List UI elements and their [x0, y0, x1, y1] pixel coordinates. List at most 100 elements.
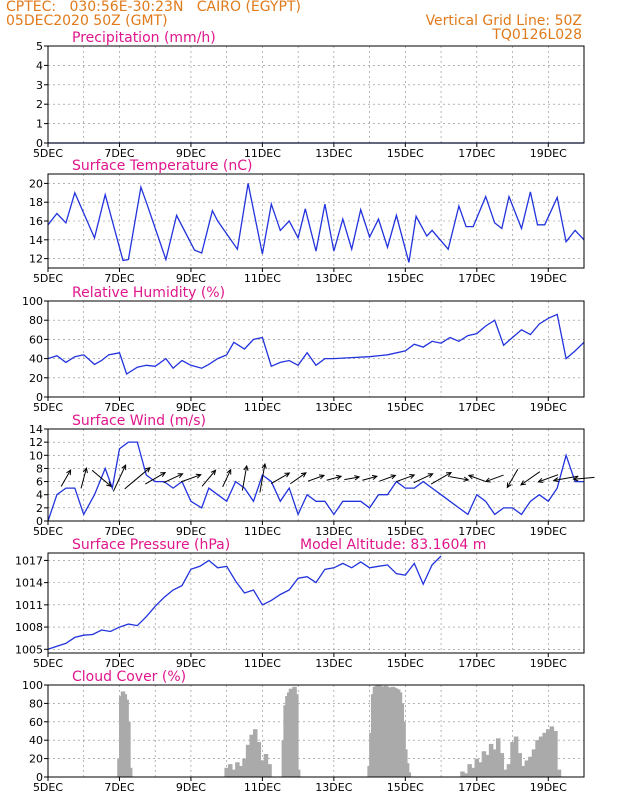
x-tick-label: 5DEC — [33, 272, 63, 285]
y-tick-label: 10 — [29, 449, 43, 462]
cloud-cover-bar — [495, 738, 501, 777]
y-tick-label: 4 — [36, 59, 43, 72]
x-tick-label: 5DEC — [33, 781, 63, 794]
wind-arrow-shaft — [553, 475, 579, 481]
panel-2: 0 20 40 60 80 100 5DEC 7DEC 9DEC 11DEC 13DEC 15DEC 1… — [22, 285, 585, 414]
wind-arrow-head — [66, 469, 72, 476]
wind-arrow — [413, 473, 434, 484]
cloud-cover-bar — [470, 767, 476, 777]
cloud-cover-bar — [263, 754, 269, 777]
x-tick-label: 17DEC — [458, 272, 495, 285]
wind-arrow-shaft — [91, 469, 112, 487]
header-location: CPTEC: 030:56E-30:23N CAIRO (EGYPT) — [6, 0, 301, 15]
wind-arrow-head — [446, 471, 453, 477]
x-tick-label: 17DEC — [458, 401, 495, 414]
wind-arrow-shaft — [80, 468, 87, 489]
x-tick-label: 7DEC — [104, 781, 134, 794]
y-tick-label: 100 — [22, 679, 43, 692]
wind-arrow-shaft — [449, 476, 469, 481]
y-tick-label: 2 — [36, 98, 43, 111]
wind-arrow-head — [226, 468, 232, 475]
x-tick-label: 19DEC — [530, 657, 567, 670]
wind-arrow-head — [506, 482, 512, 489]
wind-arrow-head — [371, 474, 378, 480]
panel-title: Precipitation (mm/h) — [72, 30, 216, 46]
wind-arrow-shaft — [60, 469, 72, 487]
x-tick-label: 19DEC — [530, 272, 567, 285]
x-tick-label: 9DEC — [176, 272, 206, 285]
wind-arrow-shaft — [430, 472, 452, 485]
y-tick-label: 1008 — [15, 621, 43, 634]
cloud-cover-bar — [245, 744, 251, 777]
cloud-cover-bar — [538, 736, 544, 777]
y-tick-label: 0 — [36, 515, 43, 528]
x-tick-label: 15DEC — [387, 272, 424, 285]
y-tick-label: 3 — [36, 79, 43, 92]
cloud-cover-bar — [478, 762, 483, 777]
x-tick-label: 5DEC — [33, 525, 63, 538]
wind-arrow — [396, 474, 416, 483]
wind-arrow — [60, 469, 72, 487]
wind-arrow-shaft — [307, 474, 325, 482]
panel-frame — [47, 552, 585, 654]
panel-0: 0 1 2 3 4 5 5DEC 7DEC 9DEC 11DEC 13DEC 15DEC 17DEC 19… — [33, 30, 585, 160]
wind-arrow — [307, 474, 326, 482]
panel-frame — [47, 428, 585, 522]
header-run-id: TQ0126L028 — [492, 27, 582, 43]
cloud-cover-bar — [126, 721, 131, 777]
wind-arrow — [124, 466, 151, 490]
x-tick-label: 13DEC — [315, 525, 352, 538]
panel-frame — [47, 300, 585, 398]
y-tick-label: 60 — [29, 333, 43, 346]
x-tick-label: 19DEC — [530, 525, 567, 538]
cloud-cover-bar — [294, 694, 299, 777]
wind-arrow-head — [552, 477, 559, 483]
y-tick-label: 0 — [36, 137, 43, 150]
y-tick-label: 40 — [29, 734, 43, 747]
wind-arrow-shaft — [326, 475, 342, 481]
panel-frame — [47, 684, 585, 778]
cloud-cover-bar — [238, 765, 244, 777]
y-tick-label: 1011 — [15, 599, 43, 612]
wind-arrow-shaft — [180, 474, 201, 483]
wind-arrow — [222, 468, 232, 488]
y-tick-label: 1017 — [15, 554, 43, 567]
wind-arrow-shaft — [112, 464, 127, 492]
wind-arrow-head — [195, 473, 202, 479]
x-tick-label: 15DEC — [387, 525, 424, 538]
x-tick-label: 9DEC — [176, 147, 206, 160]
wind-arrow — [362, 474, 378, 481]
cloud-cover-bar — [404, 763, 410, 777]
model-altitude-label: Model Altitude: 83.1604 m — [300, 537, 486, 553]
panel-title: Surface Pressure (hPa) — [72, 537, 230, 553]
cloud-cover-bar — [506, 764, 512, 777]
y-tick-label: 80 — [29, 314, 43, 327]
x-tick-label: 11DEC — [244, 272, 281, 285]
wind-arrow-shaft — [379, 474, 396, 482]
x-tick-label: 5DEC — [33, 657, 63, 670]
cloud-cover-bar — [474, 758, 480, 777]
y-tick-label: 12 — [29, 436, 43, 449]
x-tick-label: 11DEC — [244, 657, 281, 670]
cloud-cover-bar — [260, 760, 265, 777]
y-tick-label: 12 — [29, 253, 43, 266]
wind-arrow — [449, 476, 470, 482]
panel-5: 0 20 40 60 80 100 5DEC 7DEC 9DEC 11DEC 13DEC 15DEC 1… — [22, 669, 585, 794]
panel-frame — [47, 45, 585, 144]
x-tick-label: 7DEC — [104, 147, 134, 160]
x-tick-label: 7DEC — [104, 657, 134, 670]
cloud-cover-bar — [481, 751, 487, 777]
x-tick-label: 5DEC — [33, 147, 63, 160]
x-tick-label: 19DEC — [530, 401, 567, 414]
x-tick-label: 7DEC — [104, 272, 134, 285]
x-tick-label: 13DEC — [315, 147, 352, 160]
wind-arrow-head — [210, 469, 217, 476]
wind-arrow — [467, 474, 485, 482]
cloud-cover-bar — [549, 726, 555, 777]
wind-arrow — [144, 471, 167, 485]
wind-arrow — [379, 474, 397, 482]
wind-arrow-head — [390, 474, 397, 480]
x-tick-label: 9DEC — [176, 401, 206, 414]
wind-arrow-shaft — [163, 473, 183, 484]
